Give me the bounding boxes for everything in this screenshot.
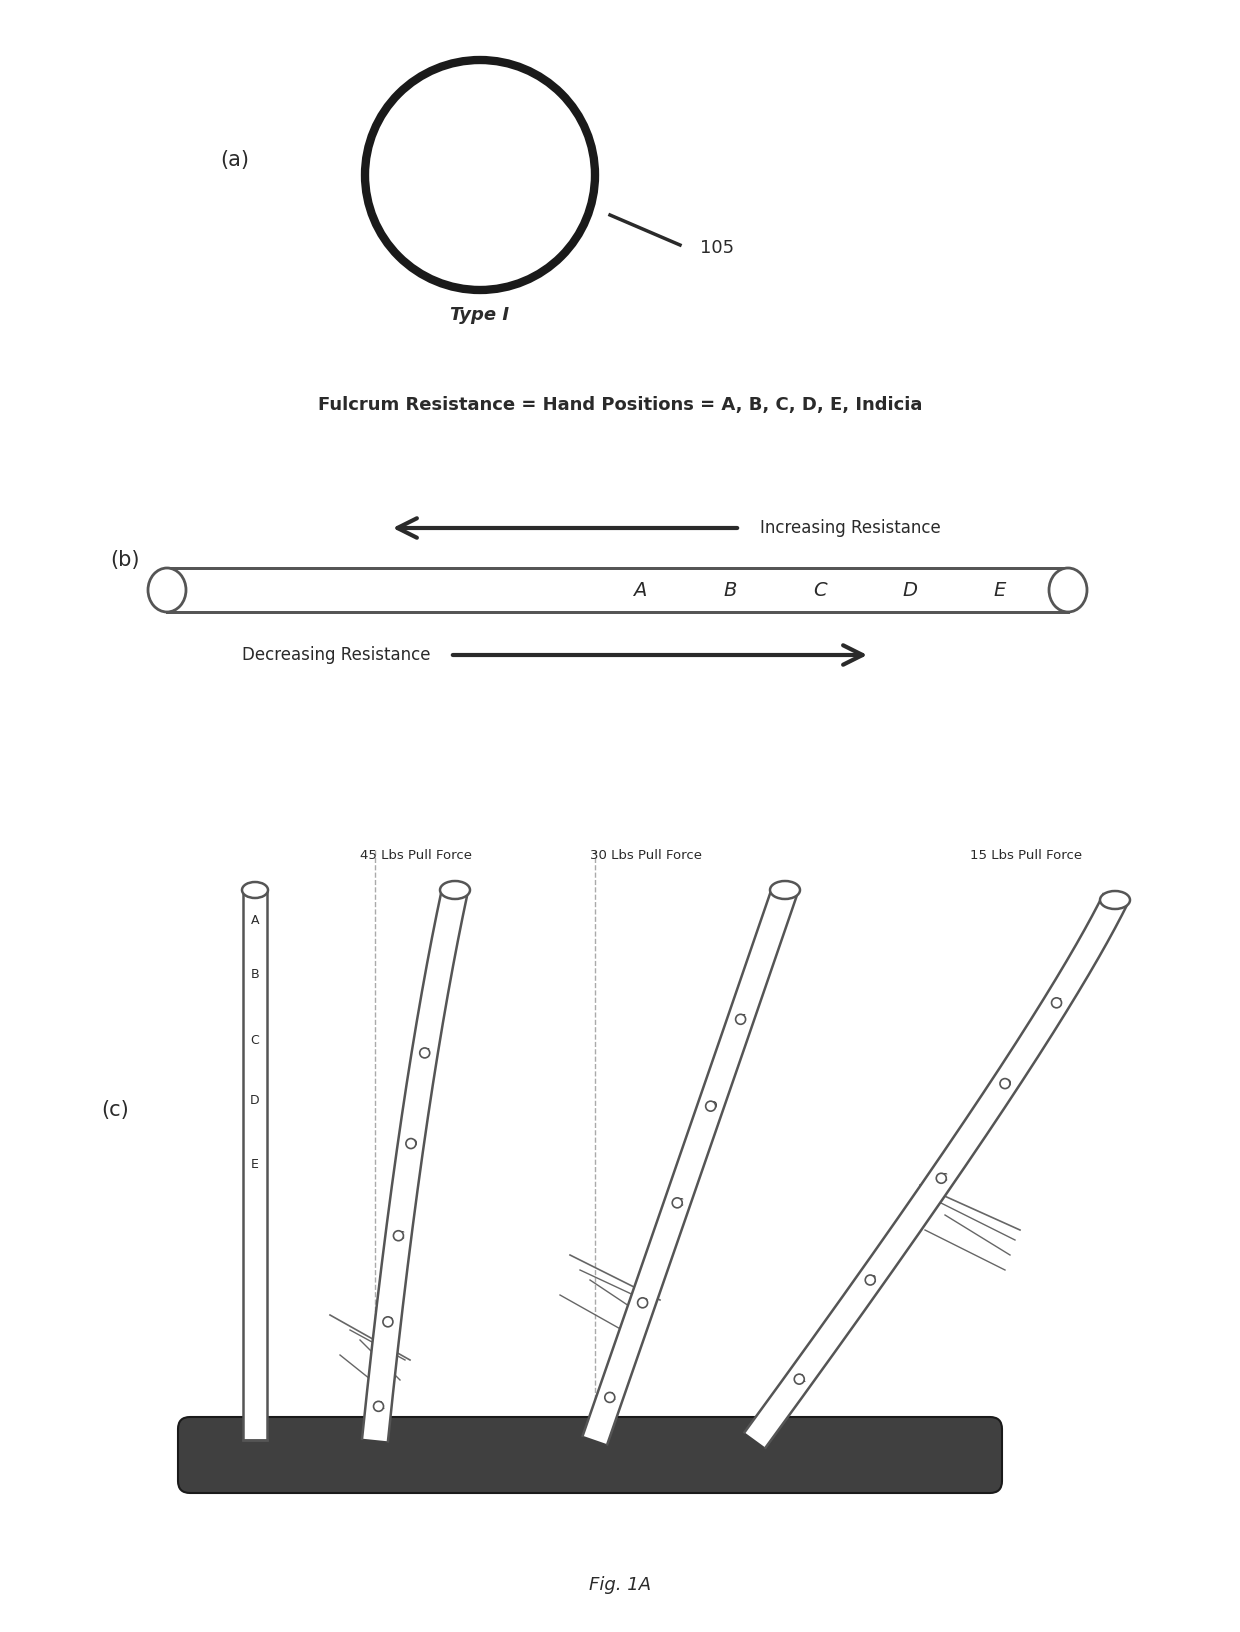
Text: E: E <box>739 1015 746 1025</box>
Circle shape <box>706 1102 715 1111</box>
Circle shape <box>637 1297 647 1307</box>
Text: E: E <box>250 1159 259 1172</box>
Text: 15 Lbs Pull Force: 15 Lbs Pull Force <box>970 849 1083 862</box>
Circle shape <box>1052 997 1061 1009</box>
Text: B: B <box>868 1275 875 1284</box>
Text: 30 Lbs Pull Force: 30 Lbs Pull Force <box>590 849 702 862</box>
Circle shape <box>795 1374 805 1384</box>
Text: E: E <box>993 581 1006 599</box>
Circle shape <box>999 1079 1009 1089</box>
Text: D: D <box>409 1139 417 1149</box>
Text: Fig. 1A: Fig. 1A <box>589 1577 651 1594</box>
Text: Fulcrum Resistance = Hand Positions = A, B, C, D, E, Indicia: Fulcrum Resistance = Hand Positions = A,… <box>317 397 923 415</box>
Text: Decreasing Resistance: Decreasing Resistance <box>242 646 430 664</box>
Text: (a): (a) <box>221 150 249 170</box>
Ellipse shape <box>440 881 470 899</box>
Circle shape <box>393 1231 403 1240</box>
Text: 105: 105 <box>701 238 734 256</box>
Text: C: C <box>813 581 827 599</box>
Text: D: D <box>903 581 918 599</box>
Text: 45 Lbs Pull Force: 45 Lbs Pull Force <box>360 849 472 862</box>
Text: A: A <box>797 1374 805 1384</box>
Text: B: B <box>250 968 259 981</box>
Text: D: D <box>708 1102 717 1111</box>
Bar <box>243 889 267 1439</box>
Text: B: B <box>641 1297 649 1307</box>
Text: B: B <box>386 1317 394 1327</box>
Ellipse shape <box>148 568 186 612</box>
Text: C: C <box>940 1173 947 1183</box>
Circle shape <box>936 1173 946 1183</box>
FancyBboxPatch shape <box>179 1417 1002 1493</box>
Ellipse shape <box>242 881 268 898</box>
Text: E: E <box>1055 997 1061 1009</box>
Circle shape <box>373 1402 383 1412</box>
Text: C: C <box>676 1198 683 1208</box>
Circle shape <box>866 1275 875 1284</box>
Text: C: C <box>397 1231 404 1240</box>
Circle shape <box>405 1139 415 1149</box>
Circle shape <box>419 1048 430 1058</box>
Ellipse shape <box>1049 568 1087 612</box>
Text: A: A <box>250 914 259 927</box>
Circle shape <box>672 1198 682 1208</box>
Circle shape <box>383 1317 393 1327</box>
Text: (b): (b) <box>110 550 140 570</box>
Text: C: C <box>250 1033 259 1046</box>
Text: B: B <box>723 581 737 599</box>
Circle shape <box>605 1392 615 1402</box>
Text: A: A <box>634 581 647 599</box>
Text: Type I: Type I <box>450 307 510 325</box>
Ellipse shape <box>1100 891 1130 909</box>
FancyBboxPatch shape <box>167 568 1068 612</box>
Polygon shape <box>583 886 797 1444</box>
Text: A: A <box>608 1392 615 1402</box>
Polygon shape <box>362 888 467 1441</box>
Text: D: D <box>1003 1079 1012 1089</box>
Text: (c): (c) <box>102 1100 129 1120</box>
Text: D: D <box>250 1093 260 1106</box>
Circle shape <box>735 1015 745 1025</box>
Text: E: E <box>423 1048 430 1058</box>
Polygon shape <box>744 894 1127 1448</box>
Text: A: A <box>377 1402 384 1412</box>
Text: Increasing Resistance: Increasing Resistance <box>760 519 941 537</box>
Ellipse shape <box>770 881 800 899</box>
